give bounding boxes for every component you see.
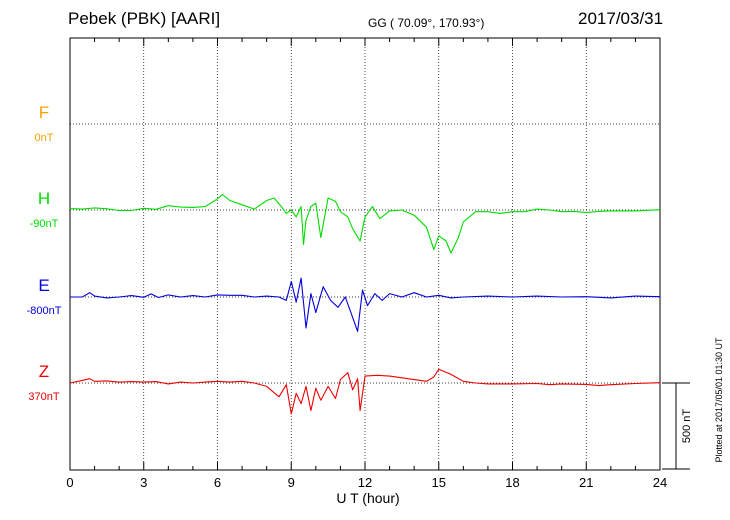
- series-offset-e: -800nT: [27, 305, 62, 317]
- trace-h: [69, 193, 661, 254]
- x-tick-label: 6: [214, 475, 221, 490]
- traces: [69, 193, 661, 415]
- x-tick-label: 15: [432, 475, 446, 490]
- trace-e: [70, 277, 661, 332]
- x-tick-label: 9: [288, 475, 295, 490]
- series-name-z: Z: [39, 362, 49, 381]
- series-name-h: H: [38, 189, 50, 208]
- series-offset-h: -90nT: [30, 218, 59, 230]
- x-tick-label: 24: [653, 475, 667, 490]
- series-name-e: E: [38, 276, 49, 295]
- x-tick-label: 3: [140, 475, 147, 490]
- x-tick-label: 18: [505, 475, 519, 490]
- plotted-note: Plotted at 2017/05/01 01:30 UT: [714, 337, 724, 463]
- grid: [70, 38, 660, 470]
- series-offset-z: 370nT: [28, 391, 59, 403]
- x-tick-label: 0: [66, 475, 73, 490]
- series-offset-f: 0nT: [35, 132, 54, 144]
- chart-date: 2017/03/31: [578, 9, 664, 28]
- x-axis-ticks: 0 3 6 9 12 15 18 21 24: [66, 38, 667, 490]
- x-tick-label: 12: [358, 475, 372, 490]
- trace-z: [69, 368, 661, 415]
- scale-bar-label: 500 nT: [681, 409, 693, 444]
- station-coordinates: GG ( 70.09°, 170.93°): [368, 16, 485, 30]
- scale-bar: 500 nT: [662, 382, 693, 470]
- chart-title: Pebek (PBK) [AARI]: [68, 9, 221, 28]
- x-axis-label: U T (hour): [336, 490, 399, 506]
- x-tick-label: 21: [579, 475, 593, 490]
- series-labels: F 0nT H -90nT E -800nT Z 370nT: [27, 103, 62, 403]
- series-name-f: F: [39, 103, 49, 122]
